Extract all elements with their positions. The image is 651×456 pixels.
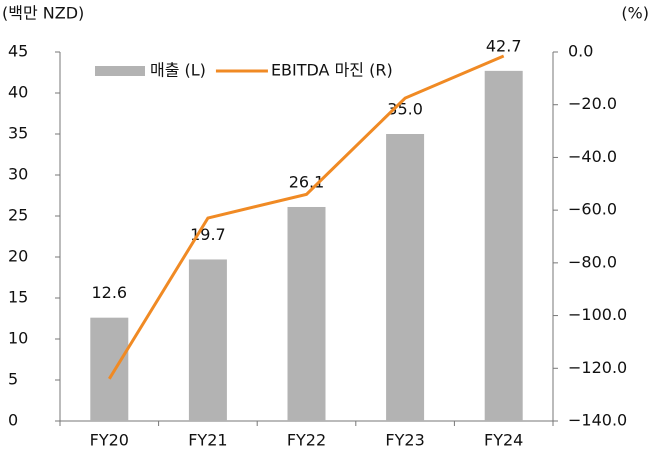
y-tick-label: 40 [8,83,28,102]
y2-tick-label: −40.0 [568,147,617,166]
data-label: 35.0 [387,100,423,119]
line [108,54,505,380]
y-tick-label: 10 [8,329,28,348]
y2-tick-label: −100.0 [568,305,627,324]
bar [386,134,425,421]
x-tick-label: FY21 [188,431,227,450]
x-tick-label: FY23 [385,431,424,450]
x-tick-label: FY22 [287,431,326,450]
y-tick-label: 15 [8,288,28,307]
y-tick-label: 0 [8,411,18,430]
y2-tick-label: 0.0 [568,42,593,61]
y2-tick-label: −120.0 [568,358,627,377]
y-axis-label: (백만 NZD) [2,4,84,23]
y-tick-label: 25 [8,206,28,225]
y-tick-label: 5 [8,370,18,389]
y2-axis-label: (%) [621,4,649,23]
legend-label: EBITDA 마진 (R) [271,61,393,80]
y2-tick-label: −20.0 [568,94,617,113]
y-tick-label: 20 [8,247,28,266]
x-tick-label: FY24 [484,431,523,450]
y2-tick-label: −140.0 [568,411,627,430]
y-tick-label: 30 [8,165,28,184]
legend-label: 매출 (L) [150,61,206,80]
y2-tick-label: −80.0 [568,252,617,271]
legend-swatch [95,66,145,76]
y-tick-label: 35 [8,124,28,143]
data-label: 42.7 [486,36,522,55]
bar [90,317,129,421]
bar [188,259,227,421]
y2-tick-label: −60.0 [568,200,617,219]
y-tick-label: 45 [8,42,28,61]
bar [484,70,523,422]
data-label: 12.6 [91,283,127,302]
bar [287,206,326,421]
x-tick-label: FY20 [90,431,129,450]
